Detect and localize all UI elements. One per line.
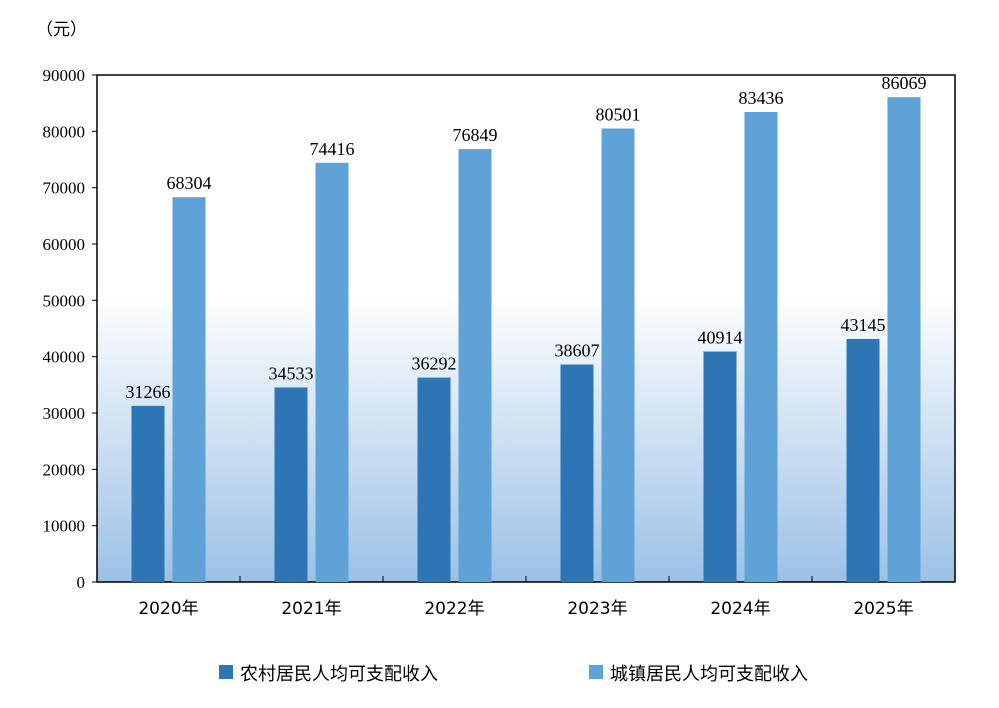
y-tick-label: 50000	[43, 291, 86, 310]
x-tick-label: 2022年	[424, 599, 484, 619]
data-label-rural: 34533	[269, 363, 314, 383]
bar-urban	[172, 197, 206, 582]
y-tick-label: 30000	[43, 404, 86, 423]
bar-urban	[744, 111, 778, 582]
bar-rural	[560, 364, 594, 582]
x-tick-label: 2023年	[567, 599, 627, 619]
bar-urban	[887, 97, 921, 583]
data-label-rural: 36292	[412, 354, 457, 374]
data-label-rural: 40914	[698, 328, 743, 348]
bar-rural	[703, 351, 737, 582]
y-tick-label: 70000	[43, 179, 86, 198]
x-tick-label: 2025年	[853, 599, 913, 619]
x-tick-label: 2021年	[281, 599, 341, 619]
bar-urban	[601, 128, 635, 582]
y-tick-label: 0	[77, 573, 86, 592]
y-axis-ticks: 0 10000 20000 30000 40000 50000 60000 70000 8000…	[43, 66, 97, 592]
bar-rural	[846, 338, 880, 582]
data-label-rural: 31266	[126, 382, 171, 402]
data-label-urban: 83436	[739, 88, 784, 108]
y-tick-label: 20000	[43, 460, 86, 479]
data-label-rural: 43145	[841, 315, 886, 335]
data-label-urban: 80501	[596, 105, 641, 125]
y-axis-unit: （元）	[36, 20, 87, 40]
data-label-urban: 68304	[167, 173, 212, 193]
x-tick-label: 2024年	[710, 599, 770, 619]
plot-area	[96, 74, 956, 583]
legend-swatch-urban	[589, 665, 603, 679]
data-label-urban: 76849	[453, 125, 498, 145]
x-tick-label: 2020年	[138, 599, 198, 619]
bar-urban	[315, 162, 349, 583]
x-axis-ticks: 2020年 2021年 2022年 2023年 2024年 2025年	[138, 576, 914, 619]
legend-swatch-rural	[219, 665, 233, 679]
data-label-urban: 74416	[310, 139, 355, 159]
bar-rural	[131, 405, 165, 582]
y-tick-label: 60000	[43, 235, 86, 254]
bar-rural	[417, 377, 451, 582]
y-tick-label: 40000	[43, 348, 86, 367]
y-tick-label: 80000	[43, 122, 86, 141]
y-tick-label: 10000	[43, 517, 86, 536]
bar-rural	[274, 387, 308, 582]
legend: 农村居民人均可支配收入 城镇居民人均可支配收入	[219, 664, 808, 685]
data-label-rural: 38607	[555, 341, 600, 361]
legend-label-rural: 农村居民人均可支配收入	[240, 664, 438, 685]
data-labels: 31266 34533 36292 38607 40914 43145 68304 74416…	[126, 73, 927, 402]
bar-urban	[458, 149, 492, 582]
legend-label-urban: 城镇居民人均可支配收入	[610, 664, 808, 685]
bar-series	[131, 97, 921, 583]
data-label-urban: 86069	[882, 73, 927, 93]
y-tick-label: 90000	[43, 66, 86, 85]
